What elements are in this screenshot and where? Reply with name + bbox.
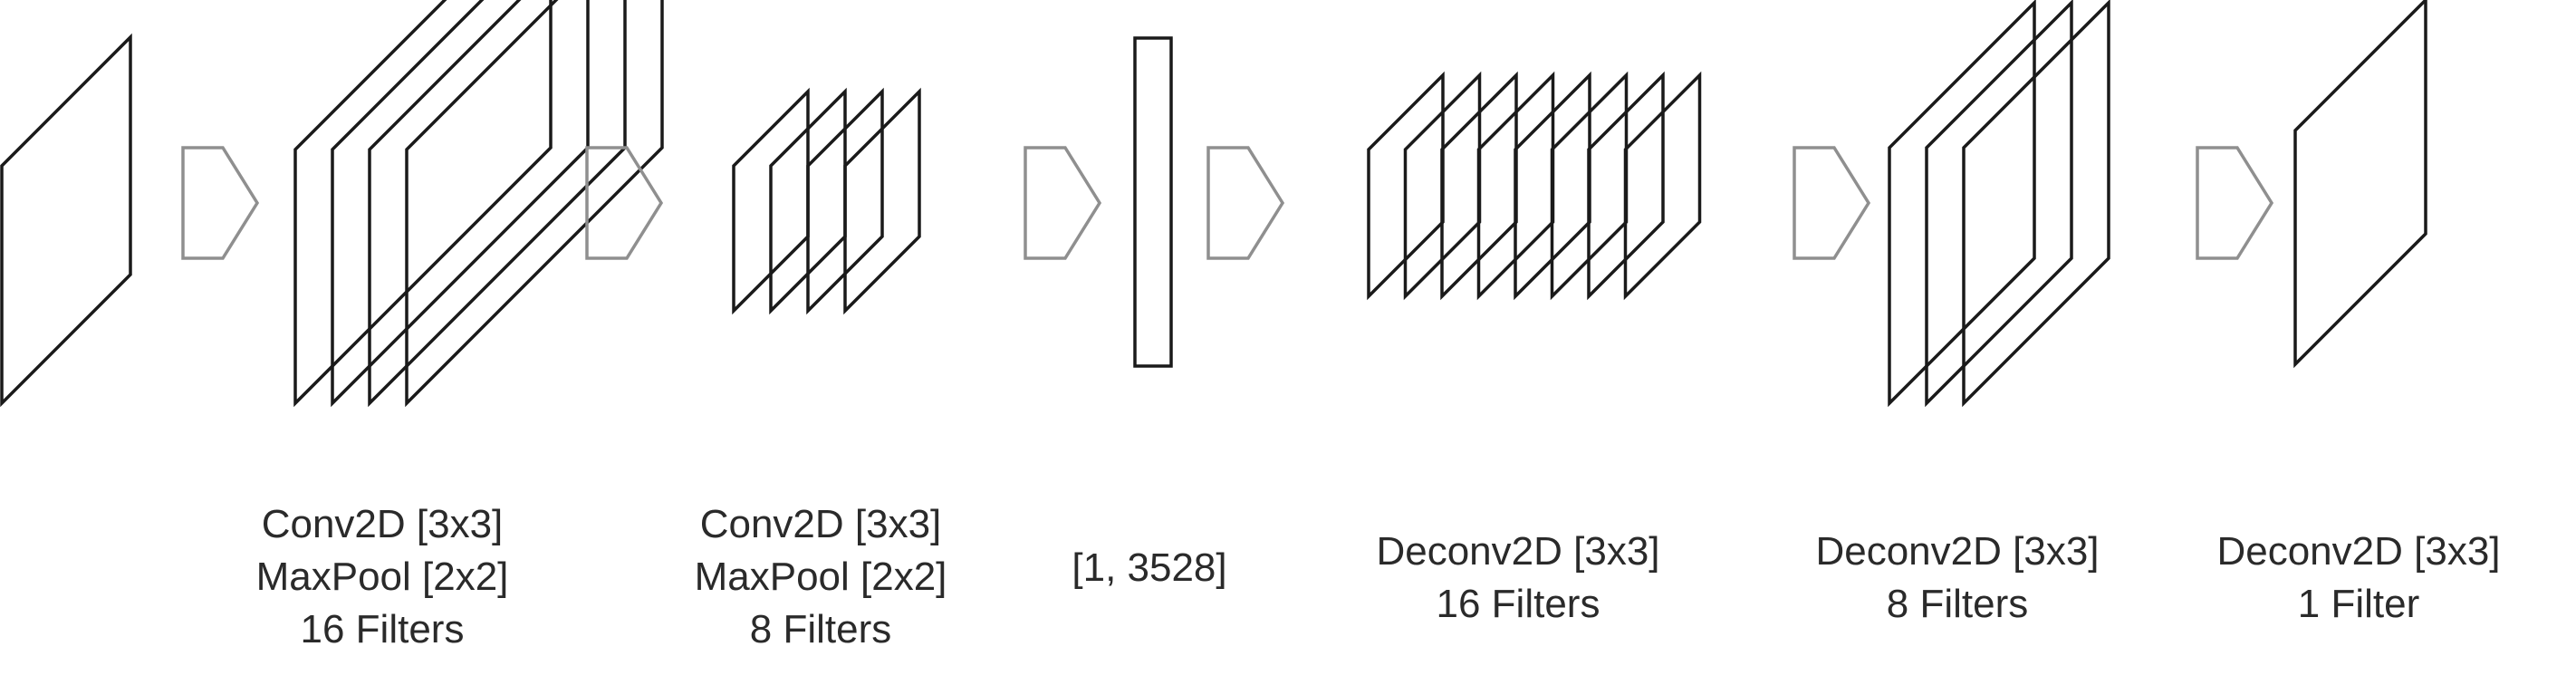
input-feature-map [0, 33, 132, 408]
flow-arrow-icon [1024, 146, 1102, 260]
label-line: Conv2D [3x3] [699, 502, 942, 546]
encoder-feature-map-1 [331, 0, 590, 408]
label-flat-vector: [1, 3528] [1072, 542, 1226, 594]
decoder-feature-map-1 [1476, 71, 1555, 301]
label-conv2d-encoder-2: Conv2D [3x3] MaxPool [2x2] 8 Filters [695, 498, 947, 656]
decoder-feature-map-2 [1888, 0, 2036, 408]
flat-vector [1133, 36, 1173, 368]
decoder-feature-map-2 [1962, 0, 2110, 408]
decoder-feature-map-1 [1514, 71, 1591, 301]
label-line: Deconv2D [3x3] [1815, 529, 2100, 574]
flow-arrow-icon [585, 146, 664, 260]
label-deconv2d-2: Deconv2D [3x3] 8 Filters [1815, 526, 2099, 631]
label-line: Conv2D [3x3] [261, 502, 504, 546]
encoder-feature-map-1 [293, 0, 553, 408]
label-line: 16 Filters [300, 607, 465, 651]
flow-arrow-icon [181, 146, 260, 260]
label-line: Deconv2D [3x3] [1376, 529, 1660, 574]
label-line: 16 Filters [1436, 582, 1600, 626]
decoder-feature-map-1 [1550, 71, 1629, 301]
output-feature-map [2293, 0, 2427, 369]
label-line: 8 Filters [1886, 582, 2029, 626]
label-line: MaxPool [2x2] [255, 555, 509, 599]
decoder-feature-map-1 [1623, 71, 1702, 301]
decoder-feature-map-1 [1440, 71, 1518, 301]
label-line: 1 Filter [2297, 582, 2420, 626]
flow-arrow-icon [1793, 146, 1871, 260]
encoder-feature-map-2 [769, 87, 847, 315]
label-deconv2d-1: Deconv2D [3x3] 16 Filters [1376, 526, 1659, 631]
decoder-feature-map-2 [1925, 0, 2073, 408]
decoder-feature-map-1 [1367, 71, 1445, 301]
diagram-shapes [0, 0, 2427, 408]
label-conv2d-encoder-1: Conv2D [3x3] MaxPool [2x2] 16 Filters [256, 498, 509, 656]
label-deconv2d-3: Deconv2D [3x3] 1 Filter [2216, 526, 2500, 631]
encoder-feature-map-2 [732, 87, 810, 315]
flow-arrow-icon [1206, 146, 1285, 260]
decoder-feature-map-1 [1587, 71, 1665, 301]
encoder-feature-map-1 [405, 0, 664, 408]
label-line: [1, 3528] [1072, 545, 1227, 590]
label-line: MaxPool [2x2] [694, 555, 947, 599]
encoder-feature-map-2 [806, 87, 884, 315]
decoder-feature-map-1 [1403, 71, 1482, 301]
label-line: Deconv2D [3x3] [2216, 529, 2501, 574]
encoder-feature-map-2 [843, 87, 921, 315]
label-line: 8 Filters [749, 607, 892, 651]
flow-arrow-icon [2196, 146, 2274, 260]
encoder-feature-map-1 [368, 0, 627, 408]
